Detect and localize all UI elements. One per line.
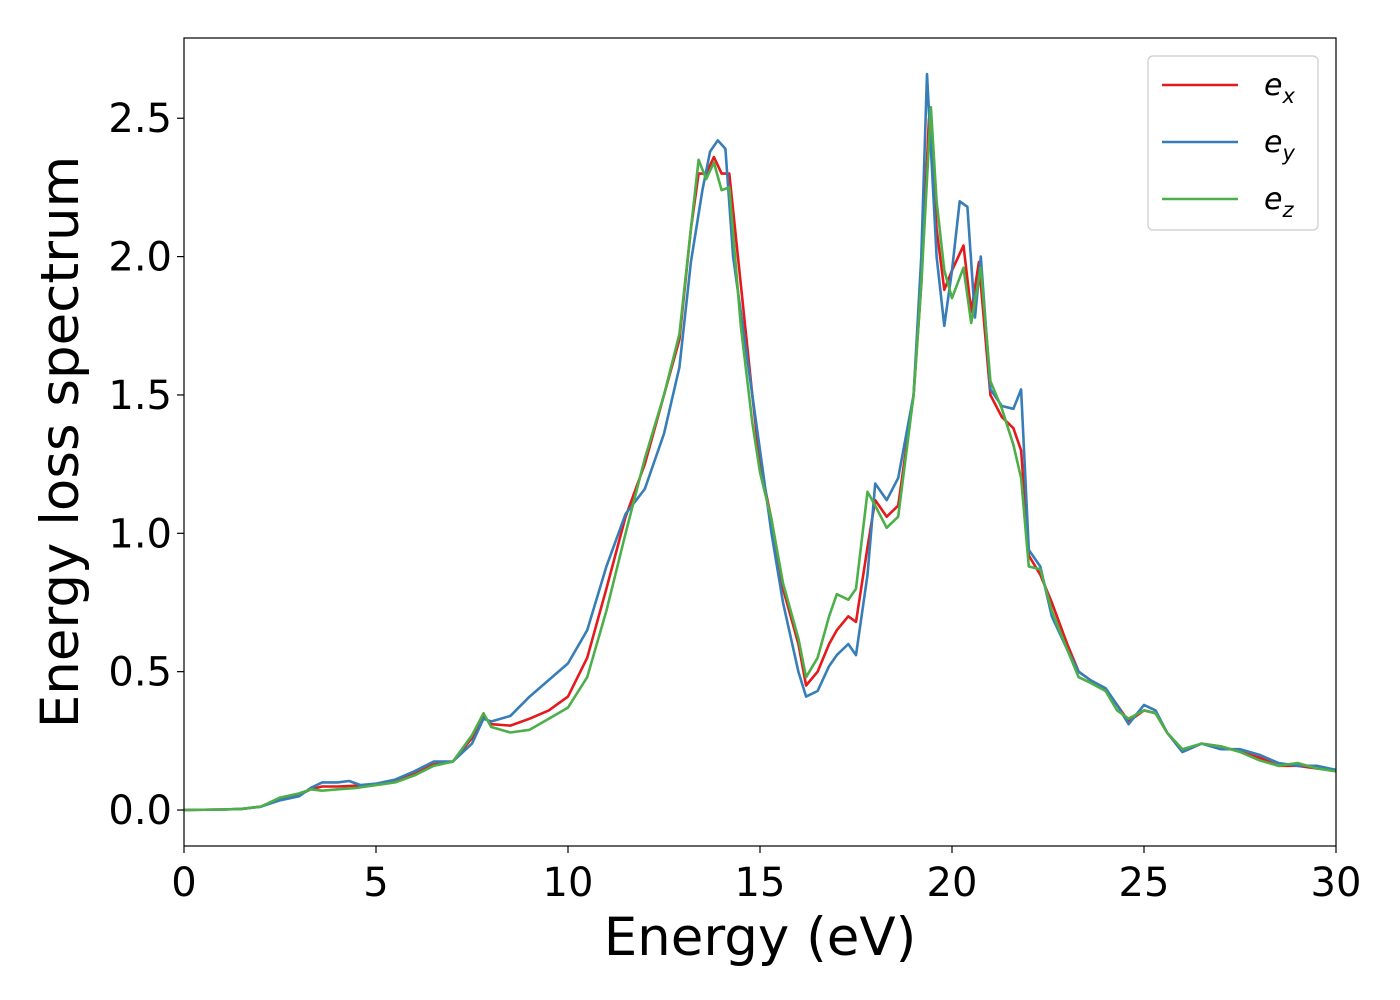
legend: ex ey ez: [1147, 55, 1319, 231]
legend-label-e-y: ey: [1264, 125, 1295, 165]
y-tick-label: 1.0: [108, 511, 172, 557]
y-tick-label: 2.5: [108, 96, 172, 142]
x-tick-label: 20: [927, 860, 978, 906]
legend-label-e-x: ex: [1264, 68, 1295, 108]
x-tick-label: 25: [1119, 860, 1170, 906]
x-tick-label: 5: [363, 860, 388, 906]
x-axis: 0 5 10 15 20 25 30: [171, 846, 1361, 906]
y-tick-label: 0.5: [108, 650, 172, 696]
x-tick-label: 10: [543, 860, 594, 906]
x-tick-label: 0: [171, 860, 196, 906]
y-axis: 0.0 0.5 1.0 1.5 2.0 2.5: [108, 96, 184, 834]
series-line-e-z: [183, 105, 1337, 812]
x-tick-label: 15: [735, 860, 786, 906]
x-axis-label: Energy (eV): [604, 907, 917, 968]
y-tick-label: 2.0: [108, 235, 172, 281]
series-line-e-y: [183, 72, 1337, 812]
plot-lines: [183, 72, 1337, 812]
y-axis-label: Energy loss spectrum: [30, 156, 91, 728]
x-tick-label: 30: [1311, 860, 1362, 906]
y-tick-label: 1.5: [108, 373, 172, 419]
legend-label-e-z: ez: [1264, 182, 1294, 222]
y-tick-label: 0.0: [108, 788, 172, 834]
